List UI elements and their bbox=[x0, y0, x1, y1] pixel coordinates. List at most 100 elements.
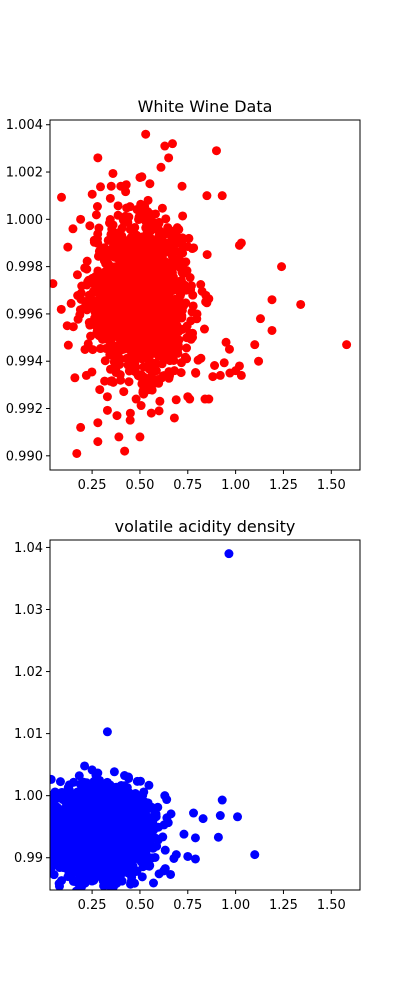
scatter-point bbox=[210, 361, 220, 370]
scatter-point bbox=[102, 279, 112, 289]
scatter-point bbox=[153, 351, 163, 361]
scatter-point bbox=[73, 314, 83, 324]
scatter-point bbox=[181, 257, 191, 267]
scatter-point bbox=[110, 343, 120, 353]
scatter-point bbox=[182, 343, 192, 353]
scatter-point bbox=[119, 311, 129, 321]
scatter-point bbox=[161, 214, 171, 224]
scatter-point bbox=[101, 288, 111, 298]
y-tick-label: 1.000 bbox=[6, 213, 43, 228]
scatter-point bbox=[95, 344, 105, 354]
y-tick-label: 0.990 bbox=[6, 449, 43, 464]
scatter-point bbox=[107, 376, 117, 386]
scatter-point bbox=[116, 354, 126, 364]
scatter-point bbox=[57, 192, 66, 202]
scatter-point bbox=[108, 251, 118, 261]
scatter-point bbox=[188, 290, 198, 300]
scatter-point bbox=[38, 775, 47, 784]
scatter-point bbox=[155, 260, 165, 270]
scatter-point bbox=[80, 878, 90, 888]
x-tick-label: 1.00 bbox=[221, 478, 250, 493]
scatter-point bbox=[96, 182, 105, 192]
scatter-point bbox=[150, 852, 160, 862]
scatter-point bbox=[185, 394, 195, 404]
scatter-point bbox=[189, 243, 199, 253]
scatter-point bbox=[113, 210, 123, 220]
scatter-point bbox=[119, 344, 129, 354]
scatter-point bbox=[115, 895, 124, 904]
scatter-point bbox=[169, 355, 179, 365]
scatter-point bbox=[82, 280, 92, 290]
scatter-point bbox=[211, 146, 221, 156]
scatter-point bbox=[255, 314, 265, 324]
chart-title: White Wine Data bbox=[138, 97, 273, 116]
scatter-point bbox=[113, 228, 123, 238]
scatter-point bbox=[201, 297, 211, 307]
x-tick-label: 0.50 bbox=[125, 478, 154, 493]
scatter-point bbox=[40, 824, 49, 833]
scatter-point bbox=[171, 395, 181, 405]
scatter-point bbox=[184, 233, 194, 243]
scatter-point bbox=[147, 224, 157, 234]
scatter-point bbox=[146, 236, 156, 246]
y-tick-label: 0.992 bbox=[6, 402, 43, 417]
scatter-point bbox=[144, 247, 154, 257]
scatter-point bbox=[144, 213, 154, 223]
y-tick-label: 0.998 bbox=[6, 260, 43, 275]
scatter-point bbox=[148, 275, 158, 285]
scatter-point bbox=[80, 344, 90, 354]
scatter-point bbox=[342, 340, 352, 350]
scatter-point bbox=[32, 828, 41, 837]
scatter-point bbox=[108, 168, 118, 178]
scatter-point bbox=[76, 214, 86, 224]
scatter-point bbox=[159, 371, 169, 381]
scatter-point bbox=[124, 257, 134, 267]
scatter-point bbox=[39, 816, 48, 825]
scatter-point bbox=[135, 303, 145, 313]
scatter-point bbox=[82, 256, 92, 266]
scatter-point bbox=[72, 886, 81, 890]
scatter-point bbox=[157, 203, 167, 213]
scatter-point bbox=[111, 236, 121, 246]
scatter-point bbox=[224, 344, 234, 354]
scatter-point bbox=[188, 301, 198, 311]
scatter-point bbox=[144, 284, 154, 294]
scatter-point bbox=[166, 316, 176, 326]
scatter-point bbox=[140, 335, 150, 345]
scatter-point bbox=[137, 211, 147, 221]
scatter-point bbox=[36, 803, 45, 812]
scatter-point bbox=[54, 879, 64, 889]
scatter-point bbox=[204, 394, 214, 404]
x-tick-label: 1.50 bbox=[317, 478, 346, 493]
scatter-point bbox=[40, 825, 49, 834]
scatter-point bbox=[147, 385, 157, 395]
scatter-point bbox=[128, 329, 138, 339]
scatter-point bbox=[125, 408, 135, 418]
scatter-point bbox=[114, 432, 124, 442]
scatter-point bbox=[116, 181, 126, 191]
scatter-point bbox=[99, 881, 109, 890]
scatter-point bbox=[92, 202, 102, 211]
scatter-point bbox=[95, 385, 105, 395]
scatter-point bbox=[50, 845, 51, 851]
scatter-point bbox=[66, 298, 76, 308]
scatter-point bbox=[127, 313, 137, 323]
scatter-point bbox=[250, 340, 260, 350]
scatter-point bbox=[124, 302, 134, 312]
scatter-point bbox=[160, 298, 170, 308]
scatter-point bbox=[50, 774, 56, 784]
y-tick-label: 0.994 bbox=[6, 355, 43, 370]
scatter-point bbox=[91, 210, 101, 220]
scatter-point bbox=[112, 411, 122, 421]
scatter-point bbox=[87, 189, 97, 199]
scatter-point bbox=[93, 153, 103, 163]
scatter-point bbox=[121, 238, 131, 248]
scatter-point bbox=[74, 771, 84, 781]
scatter-point bbox=[119, 328, 129, 338]
scatter-point bbox=[146, 315, 156, 325]
scatter-point bbox=[225, 368, 235, 378]
scatter-point bbox=[169, 413, 179, 423]
x-tick-label: 0.75 bbox=[173, 478, 202, 493]
scatter-point bbox=[91, 236, 101, 246]
scatter-point bbox=[100, 356, 110, 366]
